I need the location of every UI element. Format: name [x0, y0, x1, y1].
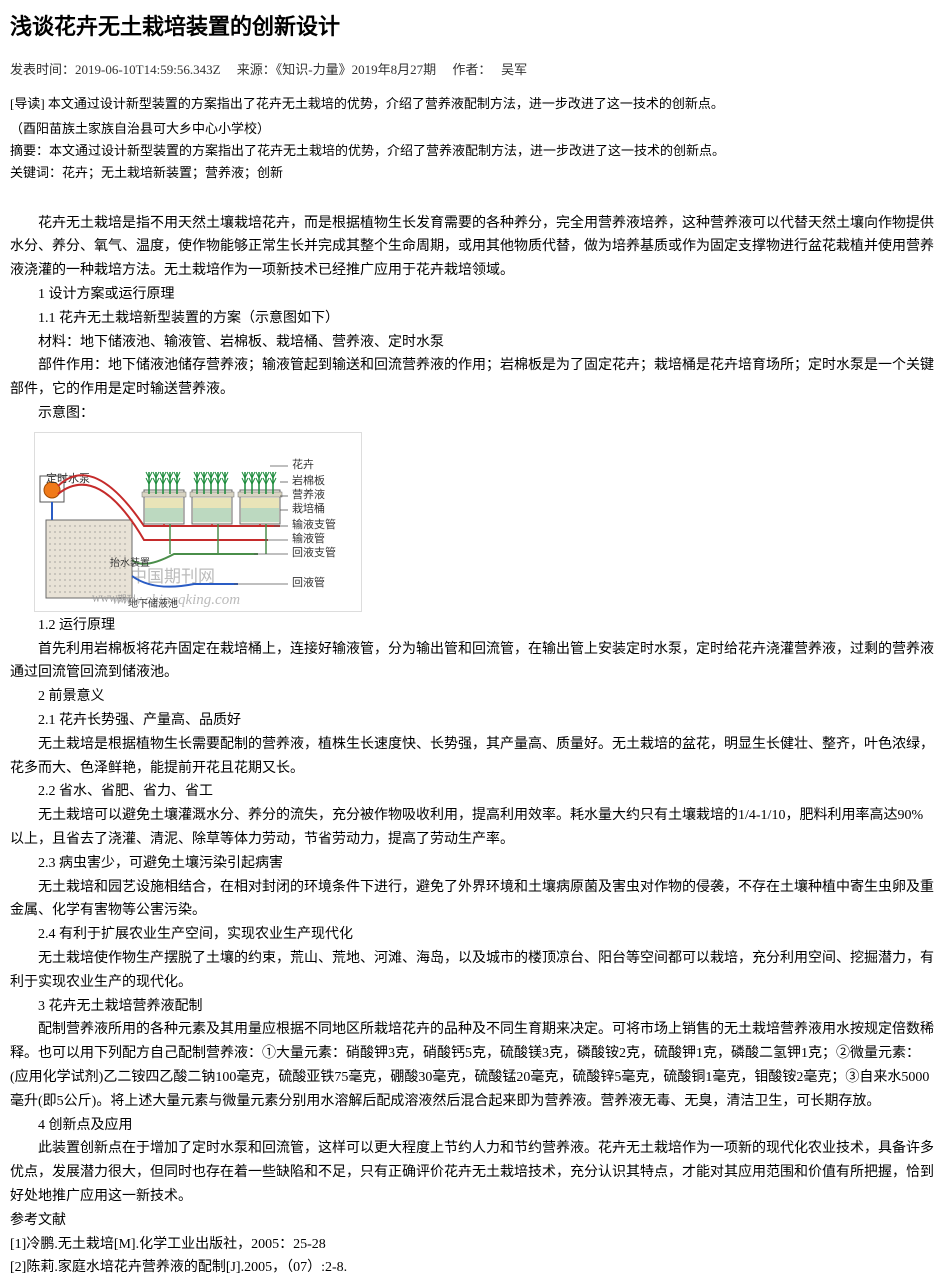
lede: [导读] 本文通过设计新型装置的方案指出了花卉无土栽培的优势，介绍了营养液配制方… — [10, 93, 935, 115]
author: 吴军 — [501, 62, 527, 77]
p-2-1: 无土栽培是根据植物生长需要配制的营养液，植株生长速度快、长势强，其产量高、质量好… — [10, 733, 935, 781]
svg-text:栽培桶: 栽培桶 — [292, 501, 325, 515]
p-2-2: 无土栽培可以避免土壤灌溉水分、养分的流失，充分被作物吸收利用，提高利用效率。耗水… — [10, 804, 935, 852]
schematic-label: 示意图： — [10, 402, 935, 426]
p-1-2: 首先利用岩棉板将花卉固定在栽培桶上，连接好输液管，分为输出管和回流管，在输出管上… — [10, 638, 935, 686]
svg-text:营养液: 营养液 — [292, 487, 325, 501]
svg-text:花卉: 花卉 — [292, 458, 314, 471]
svg-text:输液管: 输液管 — [292, 531, 325, 545]
parts: 部件作用：地下储液池储存营养液；输液管起到输送和回流营养液的作用；岩棉板是为了固… — [10, 354, 935, 402]
lead-block: [导读] 本文通过设计新型装置的方案指出了花卉无土栽培的优势，介绍了营养液配制方… — [10, 93, 935, 183]
sec-2-4: 2.4 有利于扩展农业生产空间，实现农业生产现代化 — [10, 923, 935, 947]
svg-text:输液支管: 输液支管 — [292, 517, 336, 531]
svg-text:回液支管: 回液支管 — [292, 545, 336, 559]
sec-2-1: 2.1 花卉长势强、产量高、品质好 — [10, 709, 935, 733]
svg-text:WWW期刊: WWW期刊 — [92, 593, 135, 604]
sec-3: 3 花卉无土栽培营养液配制 — [10, 995, 935, 1019]
keywords: 关键词：花卉；无土栽培新装置；营养液；创新 — [10, 162, 935, 184]
sec-1: 1 设计方案或运行原理 — [10, 283, 935, 307]
sec-4: 4 创新点及应用 — [10, 1114, 935, 1138]
meta-line: 发表时间：2019-06-10T14:59:56.343Z 来源：《知识-力量》… — [10, 59, 935, 81]
sec-2-3: 2.3 病虫害少，可避免土壤污染引起病害 — [10, 852, 935, 876]
svg-text:抬水装置: 抬水装置 — [110, 556, 150, 569]
sec-1-2: 1.2 运行原理 — [10, 614, 935, 638]
refs-head: 参考文献 — [10, 1209, 935, 1233]
materials: 材料：地下储液池、输液管、岩棉板、栽培桶、营养液、定时水泵 — [10, 331, 935, 355]
p-3: 配制营养液所用的各种元素及其用量应根据不同地区所栽培花卉的品种及不同生育期来决定… — [10, 1018, 935, 1113]
source-label: 来源： — [237, 62, 276, 77]
p-2-4: 无土栽培使作物生产摆脱了土壤的约束，荒山、荒地、河滩、海岛，以及城市的楼顶凉台、… — [10, 947, 935, 995]
pub-time: 2019-06-10T14:59:56.343Z — [75, 62, 221, 77]
schematic-svg: 中国期刊网www.chinaqking.com地下储液池WWW期刊定时水泵抬水装… — [34, 432, 362, 612]
pub-label: 发表时间： — [10, 62, 75, 77]
sec-2-2: 2.2 省水、省肥、省力、省工 — [10, 780, 935, 804]
p-2-3: 无土栽培和园艺设施相结合，在相对封闭的环境条件下进行，避免了外界环境和土壤病原菌… — [10, 876, 935, 924]
svg-text:地下储液池: 地下储液池 — [128, 597, 178, 610]
svg-text:岩棉板: 岩棉板 — [292, 473, 325, 487]
source: 《知识-力量》2019年8月27期 — [276, 62, 436, 77]
ref-2: [2]陈莉.家庭水培花卉营养液的配制[J].2005，（07）:2-8. — [10, 1256, 935, 1280]
page-title: 浅谈花卉无土栽培装置的创新设计 — [10, 8, 935, 45]
sec-2: 2 前景意义 — [10, 685, 935, 709]
svg-text:回液管: 回液管 — [292, 575, 325, 589]
ref-1: [1]冷鹏.无土栽培[M].化学工业出版社，2005：25-28 — [10, 1233, 935, 1257]
intro-para: 花卉无土栽培是指不用天然土壤栽培花卉，而是根据植物生长发育需要的各种养分，完全用… — [10, 212, 935, 283]
article-body: 花卉无土栽培是指不用天然土壤栽培花卉，而是根据植物生长发育需要的各种养分，完全用… — [10, 212, 935, 1280]
p-4: 此装置创新点在于增加了定时水泵和回流管，这样可以更大程度上节约人力和节约营养液。… — [10, 1137, 935, 1208]
author-label: 作者： — [452, 62, 491, 77]
abstract: 摘要：本文通过设计新型装置的方案指出了花卉无土栽培的优势，介绍了营养液配制方法，… — [10, 140, 935, 162]
sec-1-1: 1.1 花卉无土栽培新型装置的方案（示意图如下） — [10, 307, 935, 331]
schematic-diagram: 中国期刊网www.chinaqking.com地下储液池WWW期刊定时水泵抬水装… — [34, 432, 935, 612]
affiliation: （酉阳苗族土家族自治县可大乡中心小学校） — [10, 118, 935, 140]
